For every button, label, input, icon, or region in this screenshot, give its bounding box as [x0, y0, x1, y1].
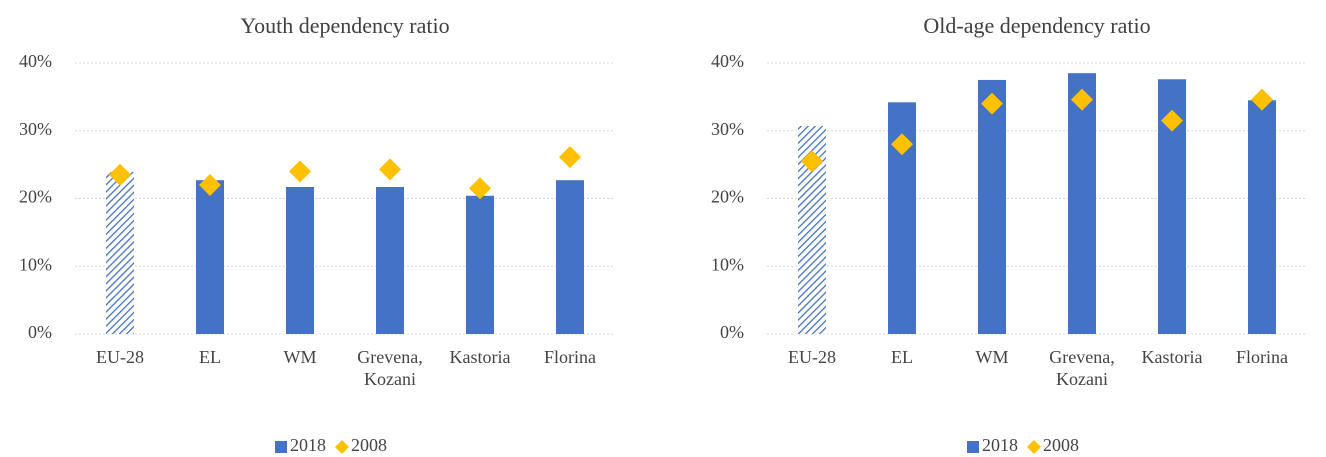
diamond-marker	[1251, 88, 1273, 111]
x-tick-label: EU-28	[788, 347, 836, 367]
bar	[106, 172, 134, 334]
chart: Old-age dependency ratio 0% 10% 20% 30% 40% EU…	[711, 13, 1307, 455]
x-tick-label: WM	[976, 347, 1009, 367]
diamond-marker	[981, 92, 1003, 115]
diamond-marker	[559, 146, 581, 169]
legend-swatch	[967, 441, 979, 453]
bar	[1068, 73, 1096, 334]
diamond-marker	[1071, 88, 1093, 111]
y-tick-label: 0%	[28, 322, 52, 342]
legend-label: 2008	[1043, 435, 1079, 455]
y-tick-label: 30%	[711, 119, 744, 139]
x-tick-label: Grevena, Kozani	[357, 347, 422, 389]
y-tick-label: 30%	[19, 119, 52, 139]
diamond-marker	[801, 150, 823, 173]
legend-label: 2018	[982, 435, 1018, 455]
diamond-marker	[199, 173, 221, 196]
diamond-marker	[289, 160, 311, 183]
bar	[376, 186, 404, 334]
y-tick-label: 10%	[711, 254, 744, 274]
x-tick-label: Kastoria	[450, 347, 511, 367]
diamond-marker	[109, 163, 131, 186]
bar	[196, 180, 224, 334]
x-tick-label: Kastoria	[1142, 347, 1203, 367]
chart-title: Old-age dependency ratio	[923, 13, 1150, 38]
x-tick-label: Florina	[1236, 347, 1288, 367]
x-tick-label: Florina	[544, 347, 596, 367]
y-tick-label: 0%	[720, 322, 744, 342]
bar	[978, 79, 1006, 334]
diamond-marker	[469, 177, 491, 200]
y-tick-label: 20%	[711, 187, 744, 207]
bar	[466, 195, 494, 334]
legend-swatch	[335, 440, 349, 454]
y-tick-label: 40%	[19, 51, 52, 71]
x-tick-label: Grevena, Kozani	[1049, 347, 1114, 389]
y-tick-label: 20%	[19, 187, 52, 207]
legend-swatch	[1027, 440, 1041, 454]
bar	[1248, 100, 1276, 334]
chart-title: Youth dependency ratio	[240, 13, 449, 38]
bar	[556, 180, 584, 334]
x-tick-label: EU-28	[96, 347, 144, 367]
x-tick-label: EL	[199, 347, 221, 367]
diamond-marker	[891, 133, 913, 156]
chart: Youth dependency ratio 0% 10% 20% 30% 40% EU-2…	[19, 13, 615, 455]
y-tick-label: 10%	[19, 254, 52, 274]
legend-swatch	[275, 441, 287, 453]
x-tick-label: WM	[284, 347, 317, 367]
legend-label: 2018	[290, 435, 326, 455]
legend-label: 2008	[351, 435, 387, 455]
diamond-marker	[1161, 109, 1183, 132]
diamond-marker	[379, 158, 401, 181]
y-tick-label: 40%	[711, 51, 744, 71]
x-tick-label: EL	[891, 347, 913, 367]
bar	[286, 186, 314, 334]
